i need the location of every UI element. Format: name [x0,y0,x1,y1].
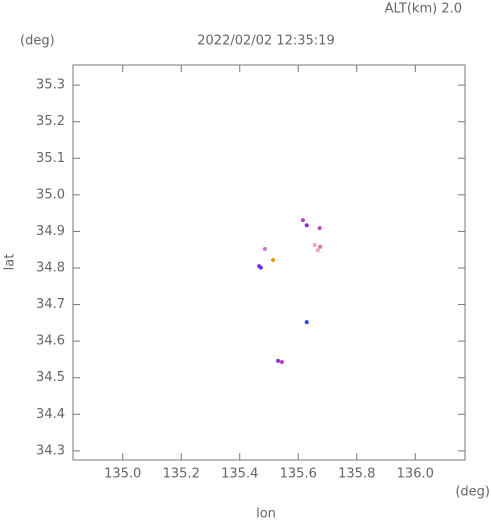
data-point [258,265,263,270]
y-tick-label: 35.0 [36,187,65,202]
data-point [304,223,309,228]
chart-title: 2022/02/02 12:35:19 [197,34,334,49]
x-tick-label: 135.2 [163,467,200,482]
data-point [262,246,267,251]
y-axis-label: lat [3,254,18,271]
y-tick-label: 35.2 [36,114,65,129]
data-point [312,242,317,247]
plot-frame [72,64,466,461]
data-point [271,257,276,262]
y-tick-label: 34.6 [36,334,65,349]
data-point [318,244,323,249]
data-point [317,226,322,231]
data-point [276,358,281,363]
data-point [279,359,284,364]
x-tick-label: 135.8 [338,467,375,482]
altitude-annotation: ALT(km) 2.0 [385,2,462,17]
data-point [304,320,309,325]
x-tick-label: 135.4 [221,467,258,482]
y-tick-label: 34.3 [36,443,65,458]
y-tick-label: 34.9 [36,224,65,239]
x-axis-label: lon [256,507,276,521]
x-tick-label: 136.0 [397,467,434,482]
x-unit: (deg) [455,485,490,500]
x-tick-label: 135.6 [280,467,317,482]
y-tick-label: 34.8 [36,260,65,275]
y-tick-label: 34.4 [36,407,65,422]
y-tick-label: 35.1 [36,151,65,166]
data-point [315,248,320,253]
y-tick-label: 34.5 [36,370,65,385]
y-tick-label: 35.3 [36,78,65,93]
data-point [300,218,305,223]
y-unit: (deg) [20,34,55,49]
x-tick-label: 135.0 [104,467,141,482]
y-tick-label: 34.7 [36,297,65,312]
